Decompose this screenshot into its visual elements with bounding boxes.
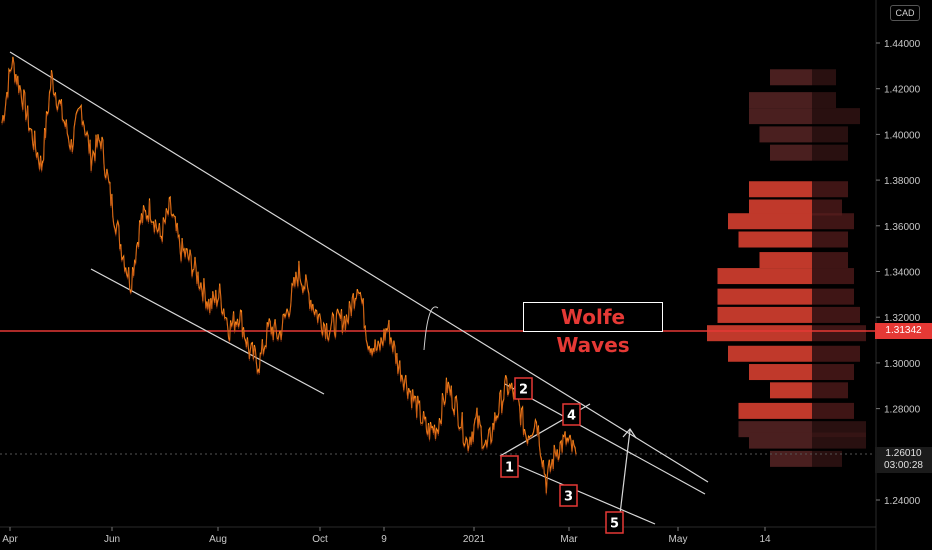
volume-profile-bar-right bbox=[812, 199, 842, 216]
volume-profile-bar bbox=[749, 432, 812, 449]
volume-profile-bar-right bbox=[812, 432, 866, 449]
volume-profile-bar bbox=[738, 402, 812, 419]
x-tick-label: Mar bbox=[560, 534, 578, 545]
volume-profile-bar-right bbox=[812, 382, 848, 399]
volume-profile-bar bbox=[749, 364, 812, 381]
price-line-shadow bbox=[1, 58, 577, 496]
last-price-badge: 1.26010 03:00:28 bbox=[875, 447, 932, 473]
x-tick-label: May bbox=[669, 534, 688, 545]
volume-profile-bar-right bbox=[812, 144, 848, 161]
volume-profile-bar bbox=[728, 345, 812, 362]
volume-profile-bar-right bbox=[812, 450, 842, 467]
curve-marker bbox=[423, 306, 439, 351]
volume-profile-bar-right bbox=[812, 231, 848, 248]
volume-profile-bar bbox=[749, 199, 812, 216]
volume-profile-bar bbox=[749, 92, 812, 109]
wave-label: 1 bbox=[505, 461, 514, 476]
x-tick-label: 9 bbox=[381, 534, 387, 545]
wolfe-waves-annotation[interactable]: Wolfe Waves bbox=[523, 302, 663, 357]
price-line bbox=[1, 56, 577, 494]
volume-profile-bar-right bbox=[812, 108, 860, 125]
volume-profile-bar-right bbox=[812, 252, 848, 269]
trendline[interactable] bbox=[509, 461, 656, 525]
volume-profile-bar bbox=[728, 213, 812, 230]
volume-profile-bar bbox=[759, 252, 812, 269]
x-tick-label: Oct bbox=[312, 534, 328, 545]
x-axis-ticks: Apr Jun Aug Oct 9 2021 Mar May 14 bbox=[2, 527, 771, 545]
volume-profile-bar-right bbox=[812, 402, 854, 419]
volume-profile-bar bbox=[770, 450, 812, 467]
wave-label-box[interactable] bbox=[605, 511, 624, 534]
x-tick-label: Aug bbox=[209, 534, 227, 545]
volume-profile-bar bbox=[707, 325, 812, 342]
volume-profile-bar bbox=[759, 126, 812, 143]
y-tick-label: 1.42000 bbox=[884, 85, 921, 96]
wave-labels[interactable]: 1 2 3 4 5 bbox=[500, 377, 624, 534]
volume-profile-bar-right bbox=[812, 288, 854, 305]
y-tick-label: 1.32000 bbox=[884, 313, 921, 324]
volume-profile-bar-right bbox=[812, 181, 848, 198]
y-tick-label: 1.34000 bbox=[884, 268, 921, 279]
trendline[interactable] bbox=[9, 51, 709, 483]
x-tick-label: 14 bbox=[759, 534, 771, 545]
y-tick-label: 1.36000 bbox=[884, 222, 921, 233]
price-series bbox=[1, 56, 577, 496]
volume-profile-bar-right bbox=[812, 69, 836, 86]
y-axis-ticks: 1.44000 1.42000 1.40000 1.38000 1.36000 1.340… bbox=[876, 39, 921, 507]
volume-profile-bar bbox=[770, 144, 812, 161]
y-tick-label: 1.38000 bbox=[884, 176, 921, 187]
volume-profile-bar-right bbox=[812, 268, 854, 285]
volume-profile-bar-right bbox=[812, 364, 854, 381]
wave-label-box[interactable] bbox=[559, 484, 578, 507]
wave-label: 5 bbox=[610, 517, 619, 532]
x-tick-label: 2021 bbox=[463, 534, 486, 545]
countdown-timer: 03:00:28 bbox=[884, 460, 923, 471]
volume-profile-bar-right bbox=[812, 325, 866, 342]
wave-label: 2 bbox=[519, 383, 528, 398]
trendlines[interactable] bbox=[9, 51, 709, 525]
projection-arrow[interactable] bbox=[619, 429, 631, 515]
y-tick-label: 1.44000 bbox=[884, 39, 921, 50]
volume-profile-bar-right bbox=[812, 345, 860, 362]
volume-profile-bar bbox=[749, 108, 812, 125]
volume-profile-bar bbox=[770, 69, 812, 86]
wave-label-box[interactable] bbox=[500, 455, 519, 478]
volume-profile-bar-right bbox=[812, 92, 836, 109]
volume-profile-bar bbox=[749, 181, 812, 198]
projection-arrowhead bbox=[622, 428, 637, 439]
horizontal-level-badge: 1.31342 bbox=[875, 323, 932, 339]
last-price-value: 1.26010 bbox=[885, 448, 922, 459]
wave-label-box[interactable] bbox=[562, 403, 581, 426]
y-tick-label: 1.40000 bbox=[884, 130, 921, 141]
volume-profile-bar-right bbox=[812, 306, 860, 323]
volume-profile-bar bbox=[717, 306, 812, 323]
volume-profile-bar bbox=[717, 288, 812, 305]
volume-profile-bar bbox=[770, 382, 812, 399]
x-tick-label: Jun bbox=[104, 534, 120, 545]
volume-profile-bar bbox=[738, 231, 812, 248]
volume-profile bbox=[707, 69, 866, 467]
y-tick-label: 1.28000 bbox=[884, 405, 921, 416]
wave-label-box[interactable] bbox=[514, 377, 533, 400]
currency-label: CAD bbox=[890, 5, 920, 21]
volume-profile-bar-right bbox=[812, 213, 854, 230]
x-tick-label: Apr bbox=[2, 534, 18, 545]
volume-profile-bar bbox=[717, 268, 812, 285]
volume-profile-bar-right bbox=[812, 126, 848, 143]
y-tick-label: 1.30000 bbox=[884, 359, 921, 370]
trendline[interactable] bbox=[504, 383, 706, 495]
y-tick-label: 1.24000 bbox=[884, 496, 921, 507]
wave-label: 4 bbox=[567, 409, 576, 424]
wave-label: 3 bbox=[564, 490, 573, 505]
